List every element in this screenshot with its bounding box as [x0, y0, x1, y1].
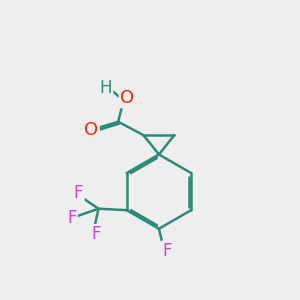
Text: F: F [74, 184, 83, 202]
Text: F: F [67, 208, 76, 226]
Text: F: F [92, 225, 101, 243]
Text: F: F [162, 242, 172, 260]
Text: O: O [120, 89, 134, 107]
Text: H: H [100, 79, 112, 97]
Text: O: O [84, 121, 98, 139]
